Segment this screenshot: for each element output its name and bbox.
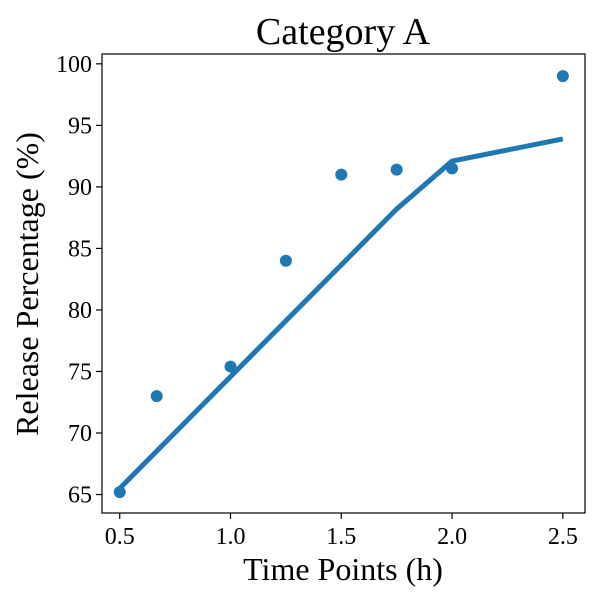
fit-line	[117, 136, 564, 491]
plot-frame	[101, 53, 586, 514]
plot-area: 0.5 1.0 1.5 2.0 2.5 65 70 75 80 85 90 95 100	[56, 52, 586, 550]
scatter-point	[150, 390, 163, 403]
x-tick-label: 1.5	[326, 524, 356, 550]
scatter-point	[335, 168, 348, 181]
y-tick-label: 100	[56, 52, 92, 78]
x-tick-label: 2.0	[437, 524, 467, 550]
y-axis-label: Release Percentage (%)	[9, 132, 45, 436]
scatter-point	[113, 486, 126, 499]
y-tick-label: 65	[68, 483, 92, 509]
scatter-point	[390, 163, 403, 176]
chart-title: Category A	[256, 11, 431, 53]
y-tick-label: 75	[68, 359, 92, 385]
x-tick-label: 2.5	[548, 524, 578, 550]
scatter-point	[446, 162, 459, 175]
scatter-point	[224, 360, 237, 373]
y-tick-label: 70	[68, 421, 92, 447]
y-tick-label: 85	[68, 236, 92, 262]
x-tick-label: 1.0	[216, 524, 246, 550]
x-tick-label: 0.5	[105, 524, 135, 550]
scatter-point	[556, 70, 569, 83]
y-tick-label: 95	[68, 113, 92, 139]
x-axis-label: Time Points (h)	[243, 551, 443, 587]
y-tick-label: 80	[68, 298, 92, 324]
y-tick-label: 90	[68, 175, 92, 201]
scatter-point	[279, 254, 292, 267]
